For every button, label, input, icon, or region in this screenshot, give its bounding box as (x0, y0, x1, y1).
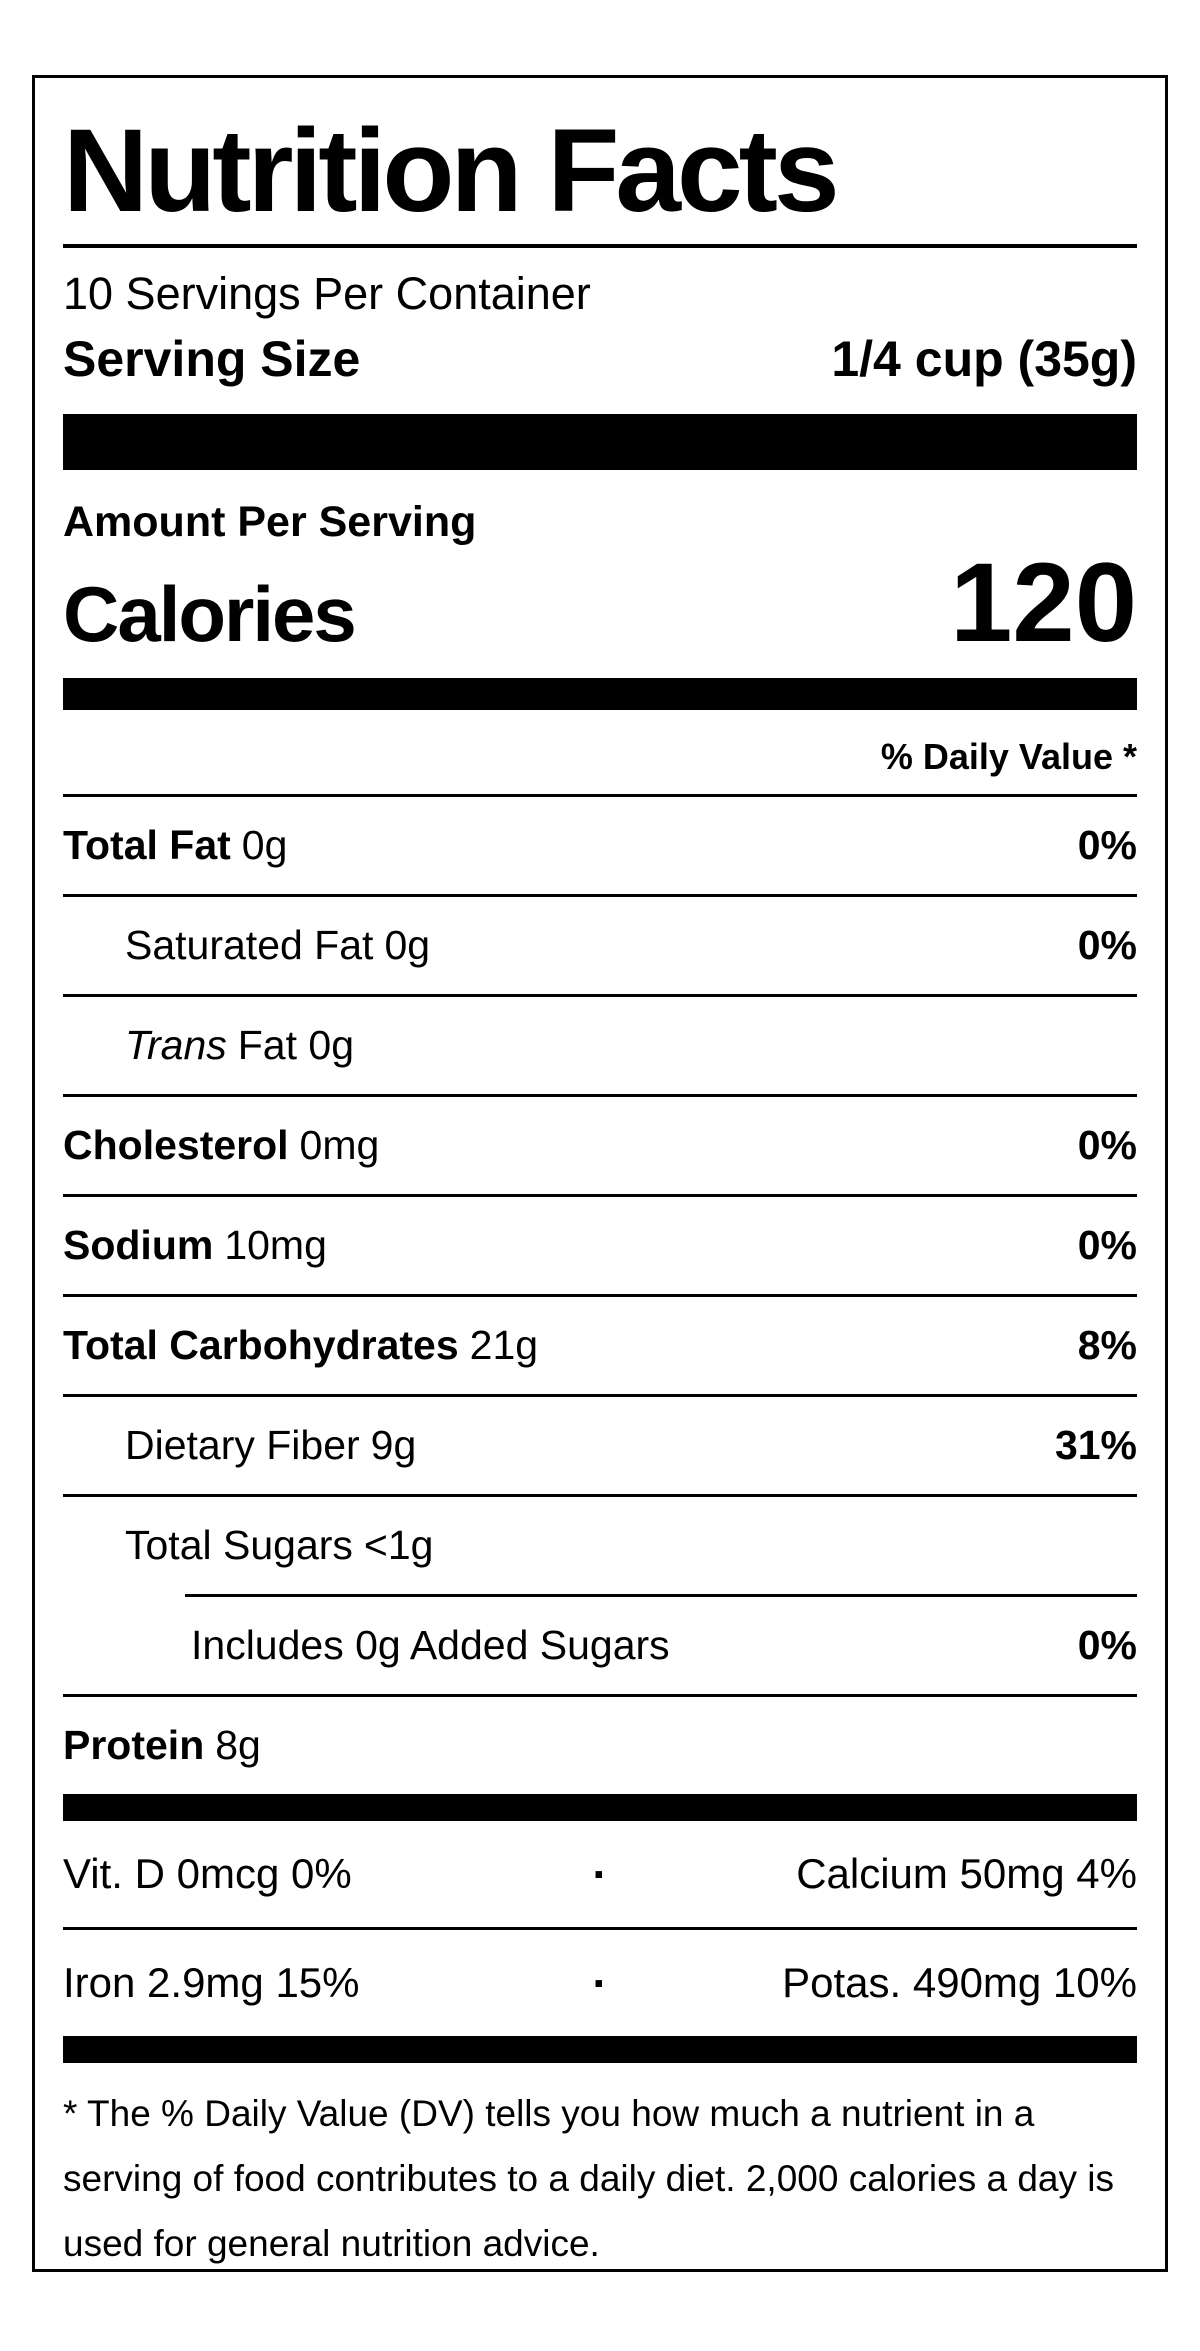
label-title: Nutrition Facts (63, 105, 840, 237)
micronutrient-row: Iron 2.9mg 15% · Potas. 490mg 10% (63, 1930, 1137, 2036)
nutrient-amount: Fat 0g (237, 1021, 354, 1068)
daily-value-footnote: * The % Daily Value (DV) tells you how m… (63, 2092, 1114, 2264)
micronutrient-right: Calcium 50mg 4% (796, 1849, 1137, 1897)
nutrient-name: Includes 0g Added Sugars (191, 1621, 670, 1668)
amount-per-serving-label: Amount Per Serving (63, 498, 477, 546)
nutrient-row: Total Carbohydrates 21g 8% (63, 1297, 1137, 1394)
micronutrient-left: Iron 2.9mg 15% (63, 1958, 360, 2006)
row-divider (63, 1493, 1137, 1497)
nutrient-amount: 0mg (299, 1121, 380, 1168)
nutrient-row: Includes 0g Added Sugars 0% (63, 1597, 1137, 1694)
micronutrient-row: Vit. D 0mcg 0% · Calcium 50mg 4% (63, 1821, 1137, 1927)
row-divider (185, 1593, 1137, 1597)
nutrient-daily-value: 31% (1054, 1421, 1137, 1468)
micronutrient-right: Potas. 490mg 10% (782, 1958, 1137, 2006)
serving-size-row: Serving Size 1/4 cup (35g) (63, 330, 1137, 388)
nutrient-row: Trans Fat 0g (63, 997, 1137, 1094)
nutrient-name: Total Fat (63, 821, 231, 868)
thick-bar-calories (63, 677, 1137, 710)
nutrient-row: Total Sugars <1g (63, 1497, 1137, 1594)
nutrient-row: Cholesterol 0mg 0% (63, 1097, 1137, 1194)
row-divider (63, 1193, 1137, 1197)
nutrient-daily-value: 0% (1077, 1121, 1137, 1168)
thick-bar-protein (63, 1793, 1137, 1821)
title-divider (63, 244, 1137, 248)
nutrient-row: Protein 8g (63, 1697, 1137, 1794)
daily-value-header: % Daily Value * (63, 710, 1137, 797)
servings-per-container: 10 Servings Per Container (63, 268, 591, 319)
nutrition-facts-label: Nutrition Facts 10 Servings Per Containe… (32, 75, 1168, 2272)
nutrient-row: Dietary Fiber 9g 31% (63, 1397, 1137, 1494)
calories-section: Calories 120 (63, 547, 1137, 660)
row-divider (63, 893, 1137, 897)
nutrient-daily-value: 0% (1077, 1621, 1137, 1668)
micronutrient-rows: Vit. D 0mcg 0% · Calcium 50mg 4% Iron 2.9mg… (63, 1821, 1137, 2036)
nutrient-rows: Total Fat 0g 0% Saturated Fat 0g 0% Trans Fat 0… (63, 797, 1137, 1794)
nutrient-daily-value: 8% (1077, 1321, 1137, 1368)
row-divider (63, 1926, 1137, 1930)
calories-label: Calories (63, 570, 357, 658)
nutrient-amount: 0g (241, 821, 288, 868)
row-divider (63, 1293, 1137, 1297)
nutrient-name: Saturated Fat (125, 921, 374, 968)
row-divider (63, 1093, 1137, 1097)
row-divider (63, 1693, 1137, 1697)
serving-size-value: 1/4 cup (35g) (831, 331, 1137, 387)
nutrient-name: Dietary Fiber (125, 1421, 360, 1468)
dot-separator: · (592, 1956, 608, 2009)
nutrient-row: Saturated Fat 0g 0% (63, 897, 1137, 994)
nutrient-name: Total Carbohydrates (63, 1321, 459, 1368)
nutrient-amount: 9g (370, 1421, 417, 1468)
nutrient-daily-value: 0% (1077, 921, 1137, 968)
nutrient-row: Total Fat 0g 0% (63, 797, 1137, 894)
thick-bar-bottom (63, 2035, 1137, 2063)
nutrient-amount: 10mg (224, 1221, 327, 1268)
nutrient-daily-value: 0% (1077, 821, 1137, 868)
nutrient-daily-value: 0% (1077, 1221, 1137, 1268)
nutrient-name: Sodium (63, 1221, 214, 1268)
nutrient-name: Cholesterol (63, 1121, 289, 1168)
row-divider (63, 993, 1137, 997)
serving-size-label: Serving Size (63, 331, 361, 387)
nutrient-name: Total Sugars (125, 1521, 353, 1568)
calories-value: 120 (950, 540, 1137, 665)
row-divider (63, 1393, 1137, 1397)
micronutrient-left: Vit. D 0mcg 0% (63, 1849, 352, 1897)
nutrient-name: Protein (63, 1721, 205, 1768)
thick-bar-top (63, 414, 1137, 470)
nutrient-amount: <1g (363, 1521, 434, 1568)
nutrient-amount: 8g (215, 1721, 261, 1768)
nutrient-name: Trans (125, 1021, 227, 1068)
nutrient-row: Sodium 10mg 0% (63, 1197, 1137, 1294)
nutrient-amount: 21g (469, 1321, 539, 1368)
nutrient-amount: 0g (384, 921, 431, 968)
dot-separator: · (592, 1847, 608, 1900)
